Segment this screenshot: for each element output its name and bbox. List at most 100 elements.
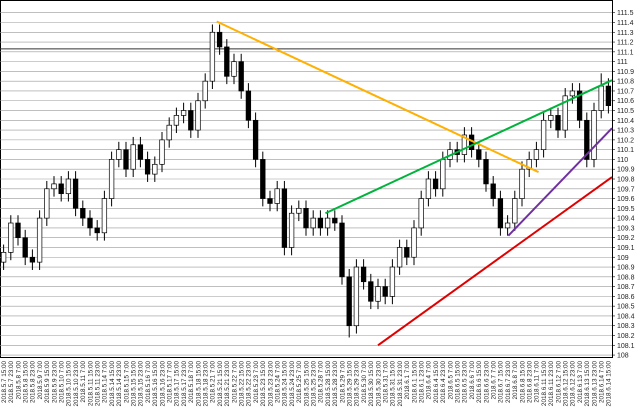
x-tick-label: 2018.6.5 23:00 bbox=[462, 361, 469, 404]
candle-body bbox=[512, 198, 518, 224]
y-tick-label: 108.8 bbox=[617, 274, 635, 281]
y-tick-label: 109.3 bbox=[617, 225, 635, 232]
x-tick-label: 2018.5.24 23:00 bbox=[289, 361, 296, 407]
candle-body bbox=[382, 286, 388, 297]
x-tick-label: 2018.5.10 15:00 bbox=[66, 361, 73, 407]
y-tick-label: 109.2 bbox=[617, 235, 635, 242]
x-tick-label: 2018.5.17 15:00 bbox=[174, 361, 181, 407]
y-tick-label: 109.5 bbox=[617, 206, 635, 213]
candle-body bbox=[540, 119, 547, 151]
candle-body bbox=[72, 178, 79, 209]
candle-body bbox=[324, 217, 331, 229]
x-tick-label: 2018.6.12 7:00 bbox=[555, 361, 562, 404]
candle-body bbox=[166, 124, 172, 141]
x-tick-label: 2018.5.28 23:00 bbox=[332, 361, 339, 407]
x-tick-label: 2018.6.5 15:00 bbox=[455, 361, 462, 404]
y-tick-label: 109.9 bbox=[617, 167, 635, 174]
x-tick-label: 2018.5.14 15:00 bbox=[109, 361, 116, 407]
candle-body bbox=[584, 119, 590, 160]
x-tick-label: 2018.5.29 23:00 bbox=[354, 361, 361, 407]
x-tick-label: 2018.6.1 23:00 bbox=[419, 361, 426, 404]
y-tick-label: 110 bbox=[617, 157, 628, 164]
candle-body bbox=[418, 198, 424, 229]
y-tick-label: 109.8 bbox=[617, 177, 635, 184]
x-tick-label: 2018.5.18 15:00 bbox=[195, 361, 202, 407]
x-tick-label: 2018.5.21 7:00 bbox=[210, 361, 217, 404]
candle-body bbox=[274, 188, 280, 204]
candle-body bbox=[173, 115, 180, 126]
y-tick-label: 111.5 bbox=[617, 10, 634, 17]
x-tick-label: 2018.5.9 23:00 bbox=[51, 361, 58, 404]
x-tick-label: 2018.5.25 7:00 bbox=[296, 361, 303, 404]
candle-body bbox=[339, 222, 345, 278]
x-tick-label: 2018.6.4 23:00 bbox=[440, 361, 447, 404]
y-tick-label: 109.1 bbox=[617, 245, 635, 252]
x-tick-label: 2018.5.17 23:00 bbox=[181, 361, 188, 407]
x-tick-label: 2018.5.18 23:00 bbox=[203, 361, 210, 407]
candle-body bbox=[29, 256, 36, 263]
x-tick-label: 2018.6.8 7:00 bbox=[512, 361, 519, 400]
y-tick-label: 110.3 bbox=[617, 128, 634, 135]
candle-body bbox=[519, 168, 525, 199]
x-tick-label: 2018.6.6 7:00 bbox=[469, 361, 476, 400]
y-tick-label: 111.3 bbox=[617, 30, 634, 37]
candle-body bbox=[159, 139, 165, 165]
x-tick-label: 2018.5.31 15:00 bbox=[390, 361, 397, 407]
x-tick-label: 2018.6.12 23:00 bbox=[570, 361, 577, 407]
x-tick-label: 2018.5.14 7:00 bbox=[102, 361, 109, 404]
candle-body bbox=[497, 198, 504, 229]
x-tick-label: 2018.5.15 23:00 bbox=[138, 361, 145, 407]
candle-body bbox=[0, 252, 7, 263]
candle-body bbox=[368, 281, 374, 302]
candle-body bbox=[598, 85, 604, 111]
x-tick-label: 2018.5.14 23:00 bbox=[116, 361, 123, 407]
candle-body bbox=[252, 119, 259, 160]
candle-body bbox=[432, 178, 439, 190]
x-tick-label: 2018.6.1 15:00 bbox=[411, 361, 418, 404]
candle-body bbox=[389, 266, 396, 297]
x-tick-label: 2018.5.30 15:00 bbox=[368, 361, 375, 407]
x-tick-label: 2018.5.7 23:00 bbox=[8, 361, 15, 404]
x-tick-label: 2018.5.10 7:00 bbox=[59, 361, 66, 404]
x-tick-label: 2018.5.23 23:00 bbox=[267, 361, 274, 407]
x-tick-label: 2018.5.28 7:00 bbox=[318, 361, 325, 404]
x-tick-label: 2018.5.21 23:00 bbox=[224, 361, 231, 407]
x-tick-label: 2018.5.25 23:00 bbox=[311, 361, 318, 407]
candle-body bbox=[94, 227, 100, 234]
candle-body bbox=[353, 266, 360, 327]
x-tick-label: 2018.6.13 7:00 bbox=[577, 361, 584, 404]
x-tick-label: 2018.5.15 15:00 bbox=[131, 361, 138, 407]
x-tick-label: 2018.5.15 7:00 bbox=[123, 361, 130, 404]
candle-body bbox=[44, 188, 50, 219]
y-tick-label: 108.9 bbox=[617, 265, 635, 272]
candle-body bbox=[51, 183, 57, 190]
y-tick-label: 108.7 bbox=[617, 284, 635, 291]
candle-body bbox=[476, 149, 482, 160]
x-tick-label: 2018.5.30 7:00 bbox=[361, 361, 368, 404]
x-tick-label: 2018.6.1 7:00 bbox=[404, 361, 411, 400]
y-tick-label: 108.4 bbox=[617, 313, 635, 320]
candle-body bbox=[332, 217, 338, 224]
y-tick-label: 108.5 bbox=[617, 304, 635, 311]
candle-body bbox=[152, 163, 158, 175]
candle-body bbox=[101, 198, 108, 234]
x-tick-label: 2018.5.18 7:00 bbox=[188, 361, 195, 404]
candle-body bbox=[569, 90, 576, 97]
x-tick-label: 2018.5.31 23:00 bbox=[397, 361, 404, 407]
y-tick-label: 108.1 bbox=[617, 343, 635, 350]
candle-body bbox=[555, 115, 561, 131]
candle-body bbox=[144, 159, 151, 175]
y-tick-label: 108.3 bbox=[617, 323, 635, 330]
y-tick-label: 108 bbox=[617, 353, 629, 360]
candle-body bbox=[346, 276, 352, 327]
x-tick-label: 2018.6.8 23:00 bbox=[527, 361, 534, 404]
x-tick-label: 2018.6.13 23:00 bbox=[591, 361, 598, 407]
candle-body bbox=[440, 159, 446, 190]
x-tick-label: 2018.5.23 7:00 bbox=[253, 361, 260, 404]
x-tick-label: 2018.6.5 7:00 bbox=[447, 361, 454, 400]
x-tick-label: 2018.5.8 7:00 bbox=[15, 361, 22, 400]
x-tick-label: 2018.5.11 23:00 bbox=[95, 361, 102, 407]
candle-body bbox=[296, 207, 302, 214]
y-tick-label: 109.7 bbox=[617, 186, 635, 193]
candle-body bbox=[245, 90, 252, 121]
